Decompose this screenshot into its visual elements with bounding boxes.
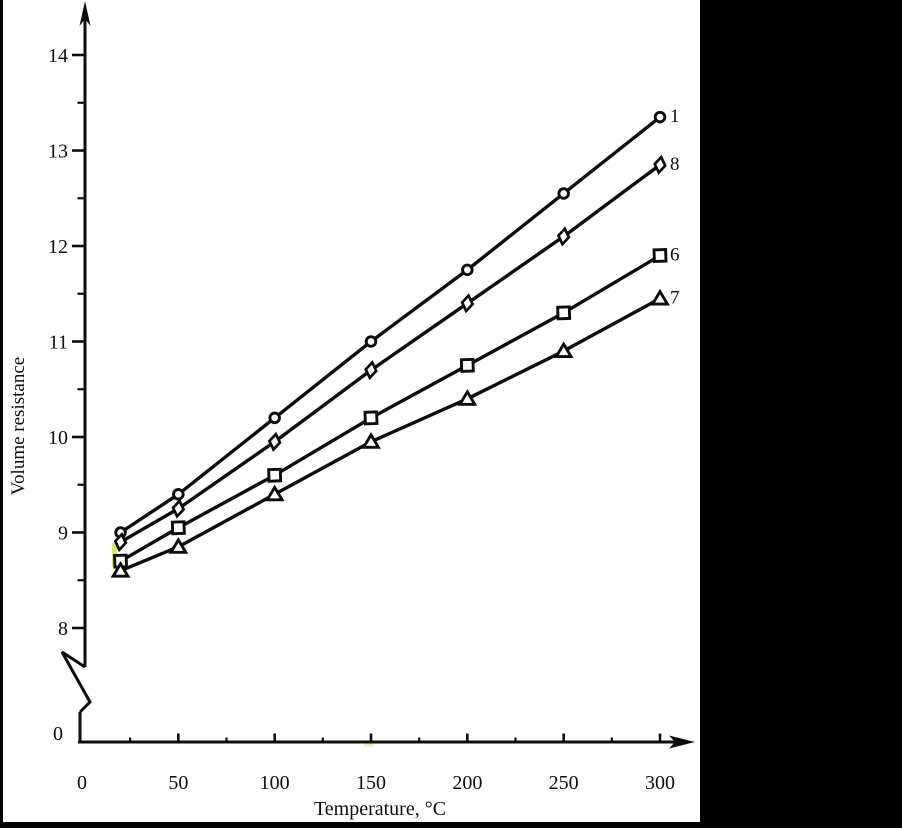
triangle-marker-icon — [110, 560, 131, 578]
x-tick-label: 150 — [356, 772, 386, 794]
series-7-marker — [553, 341, 574, 358]
series-1-label: 1 — [670, 106, 680, 127]
series-1-marker — [461, 263, 474, 277]
series-8-marker — [556, 226, 571, 247]
circle-marker-icon — [268, 411, 281, 425]
series-6-label: 6 — [670, 245, 680, 266]
series-6-marker — [170, 520, 186, 536]
y-tick-label: 12 — [48, 236, 68, 258]
series-6-marker — [652, 248, 668, 264]
diamond-marker-icon — [364, 360, 378, 381]
series-7-marker — [361, 432, 381, 449]
series-7-marker — [650, 288, 670, 306]
y-origin-label: 0 — [53, 723, 63, 745]
diamond-marker-icon — [267, 431, 282, 452]
diamond-marker-icon — [171, 498, 186, 519]
chart-area: 8 9 10 11 12 13 14 0 0 50 100 150 200 250 300 1 8 6 7 Volu… — [8, 1, 695, 820]
series-8-marker — [267, 431, 282, 452]
triangle-marker-icon — [361, 432, 381, 449]
series-6-marker — [459, 357, 475, 373]
series-1-marker — [653, 110, 667, 124]
series-7-marker — [168, 537, 189, 554]
square-marker-icon — [267, 467, 283, 483]
series-7-label: 7 — [670, 288, 680, 309]
series-1-marker — [557, 187, 570, 200]
triangle-marker-icon — [553, 341, 574, 358]
square-marker-icon — [363, 410, 379, 426]
series-1-marker — [172, 488, 185, 501]
circle-marker-icon — [653, 110, 667, 124]
circle-marker-icon — [364, 335, 378, 348]
x-tick-label: 100 — [260, 772, 290, 794]
x-axis-arrow — [669, 735, 695, 749]
series-6-line — [118, 253, 662, 563]
series-8-marker — [460, 293, 475, 314]
series-1-line — [118, 115, 662, 535]
y-tick-label: 14 — [48, 45, 68, 67]
diamond-marker-icon — [460, 293, 475, 314]
x-tick-label: 50 — [168, 772, 188, 794]
x-tick-label: 0 — [77, 772, 87, 794]
square-marker-icon — [652, 248, 668, 264]
triangle-marker-icon — [457, 389, 478, 406]
x-axis-title: Temperature, °C — [313, 798, 447, 820]
x-tick-label: 200 — [452, 772, 482, 794]
circle-marker-icon — [461, 263, 474, 277]
triangle-marker-icon — [650, 288, 670, 306]
scan-border-bottom — [0, 822, 902, 828]
y-tick-label: 10 — [48, 427, 68, 449]
y-tick-label: 11 — [49, 332, 68, 354]
diamond-marker-icon — [113, 531, 128, 553]
chart-svg: 8 9 10 11 12 13 14 0 0 50 100 150 200 250 300 1 8 6 7 — [48, 1, 695, 794]
circle-marker-icon — [557, 187, 570, 200]
circle-marker-icon — [172, 488, 185, 501]
x-tick-label: 300 — [645, 772, 675, 794]
triangle-marker-icon — [264, 484, 285, 502]
y-axis-arrow — [79, 1, 91, 26]
series-6-marker — [267, 467, 283, 483]
series-7-marker — [264, 484, 285, 502]
x-tick-label: 250 — [549, 772, 579, 794]
square-marker-icon — [170, 520, 186, 536]
series-8-line — [118, 163, 662, 544]
series-6-marker — [556, 305, 572, 321]
diamond-marker-icon — [653, 154, 667, 175]
series-6-marker — [363, 410, 379, 426]
y-axis-title: Volume resistance — [8, 356, 29, 496]
scan-border-right-band — [700, 0, 902, 828]
series-8-label: 8 — [670, 154, 680, 175]
triangle-marker-icon — [168, 537, 189, 554]
y-tick-label: 13 — [48, 141, 68, 163]
series-8-marker — [171, 498, 186, 519]
diamond-marker-icon — [556, 226, 571, 247]
series-8-marker — [653, 154, 667, 175]
series-7-line — [118, 296, 662, 573]
series-1-marker — [364, 335, 378, 348]
series-7-marker — [457, 389, 478, 406]
series-1-marker — [268, 411, 281, 425]
series-8-marker — [113, 531, 128, 553]
square-marker-icon — [556, 305, 572, 321]
square-marker-icon — [459, 357, 475, 373]
y-axis-break — [60, 650, 92, 714]
scan-border-left — [0, 0, 3, 828]
series-7-marker — [110, 560, 131, 578]
y-tick-label: 9 — [58, 523, 68, 545]
series-8-marker — [364, 360, 378, 381]
y-tick-label: 8 — [58, 618, 68, 640]
scan-artifact — [364, 743, 374, 747]
